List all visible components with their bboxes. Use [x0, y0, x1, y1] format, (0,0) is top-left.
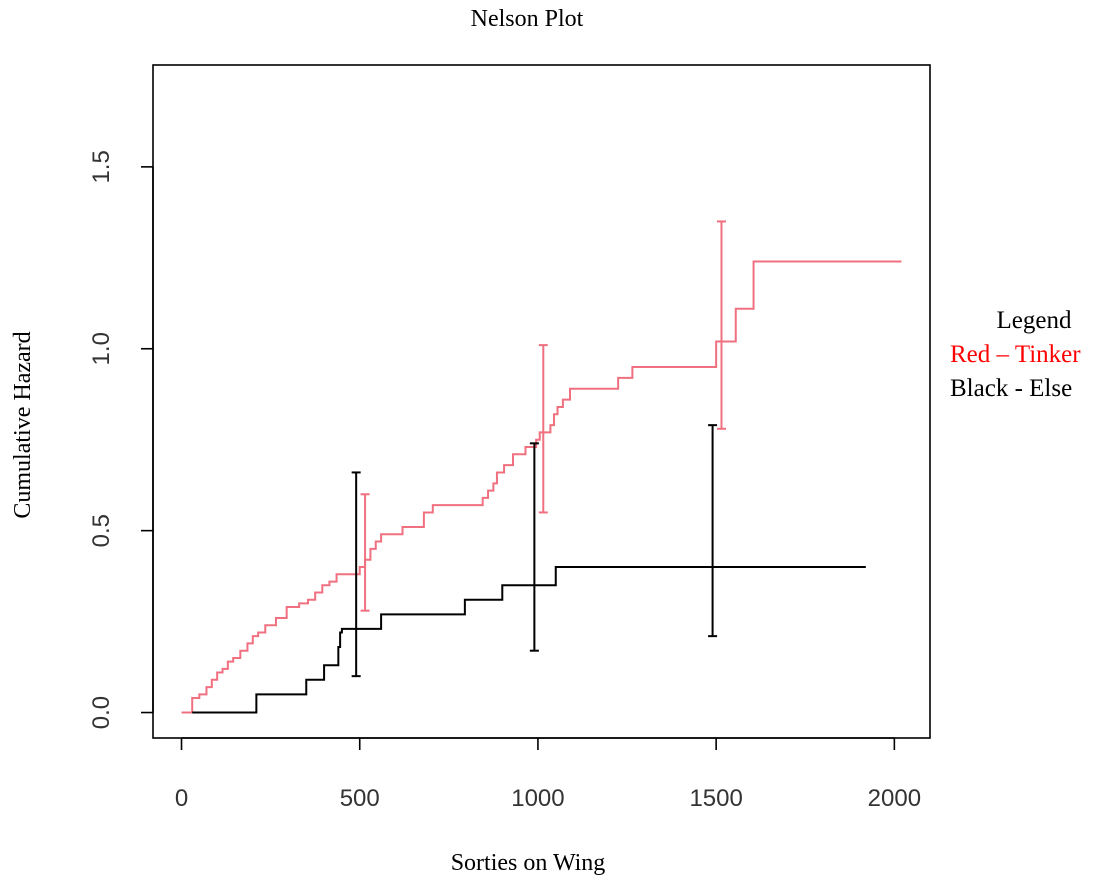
- error-bar: [538, 344, 548, 514]
- error-bar: [529, 442, 539, 652]
- series-line-else: [192, 566, 866, 714]
- series-line-tinker: [181, 260, 902, 714]
- x-tick-label: 1500: [689, 785, 742, 812]
- legend-entry-red: Red – Tinker: [950, 341, 1081, 368]
- x-axis-label: Sorties on Wing: [451, 850, 606, 876]
- y-axis: 0.0 0.5 1.0 1.5: [88, 150, 154, 729]
- error-bar: [716, 220, 726, 430]
- plot-frame: [152, 64, 931, 739]
- y-axis-label: Cumulative Hazard: [10, 331, 36, 518]
- x-axis: 0 500 1000 1500 2000: [175, 737, 921, 812]
- series-layer: [181, 260, 902, 714]
- chart-title: Nelson Plot: [471, 6, 584, 32]
- legend: Legend Red – Tinker Black - Else: [940, 304, 1110, 406]
- error-bar: [708, 424, 718, 638]
- legend-title: Legend: [996, 307, 1072, 334]
- error-bar: [360, 493, 370, 612]
- legend-entry-black: Black - Else: [950, 375, 1073, 402]
- y-tick-label: 1.0: [88, 332, 115, 365]
- x-tick-label: 500: [340, 785, 380, 812]
- error-bar-layer: [351, 220, 726, 678]
- x-tick-label: 0: [175, 785, 188, 812]
- x-tick-label: 2000: [868, 785, 921, 812]
- y-tick-label: 1.5: [88, 150, 115, 183]
- error-bar: [351, 471, 361, 678]
- x-tick-label: 1000: [511, 785, 564, 812]
- y-tick-label: 0.0: [88, 696, 115, 729]
- y-tick-label: 0.5: [88, 514, 115, 547]
